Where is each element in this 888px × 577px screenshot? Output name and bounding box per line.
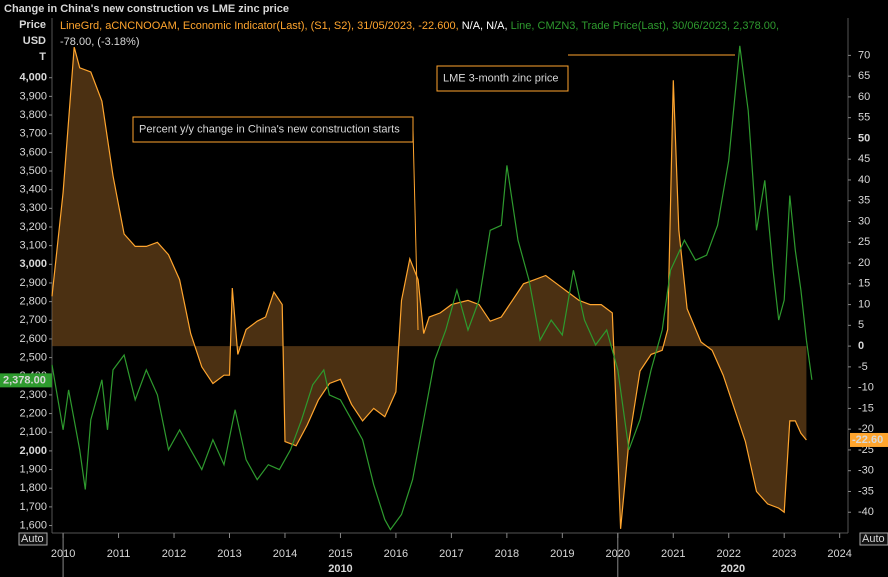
y-tick-label: 1,700 xyxy=(19,501,47,513)
y-tick-label: 2,100 xyxy=(19,426,47,438)
y-tick-label: 2,500 xyxy=(19,352,47,364)
y-tick-label: 2,300 xyxy=(19,389,47,401)
y-tick-label: 3,800 xyxy=(19,109,47,121)
y-tick-label: 3,600 xyxy=(19,146,47,158)
y2-tick-label: 60 xyxy=(858,91,870,103)
last-value-tag xyxy=(0,373,52,388)
y2-tick-label: -20 xyxy=(858,423,874,435)
y-tick-label: 2,000 xyxy=(19,445,47,457)
series-line xyxy=(51,46,807,529)
y2-tick-label: -30 xyxy=(858,465,874,477)
y-tick-label: 2,200 xyxy=(19,407,47,419)
auto-button[interactable] xyxy=(859,532,888,546)
series-area xyxy=(52,47,807,529)
auto-button-label[interactable]: Auto xyxy=(21,533,44,545)
y2-tick-label: 40 xyxy=(858,174,870,186)
y-tick-label: 2,800 xyxy=(19,296,47,308)
decade-label: 2020 xyxy=(721,563,745,575)
y2-tick-label: 35 xyxy=(858,195,870,207)
x-tick-label: 2011 xyxy=(107,548,131,560)
legend: LineGrd, aCNCNOOAM, Economic Indicator(L… xyxy=(60,20,779,32)
y2-tick-label: 10 xyxy=(858,298,870,310)
x-tick-label: 2016 xyxy=(384,548,408,560)
legend-extra: N/A, N/A, xyxy=(462,20,508,32)
decade-label: 2010 xyxy=(328,563,352,575)
y2-tick-label: 15 xyxy=(858,278,870,290)
last-value-label: -22.60 xyxy=(852,434,883,446)
series-line xyxy=(51,45,813,531)
y2-tick-label: -40 xyxy=(858,506,874,518)
chart-title: Change in China's new construction vs LM… xyxy=(4,3,289,15)
x-tick-label: 2013 xyxy=(217,548,241,560)
x-tick-label: 2012 xyxy=(162,548,186,560)
annotation: Percent y/y change in China's new constr… xyxy=(139,123,400,135)
y-axis-label: USD xyxy=(23,35,46,47)
x-tick-label: 2014 xyxy=(273,548,297,560)
annotation: LME 3-month zinc price xyxy=(443,72,559,84)
last-value-tag xyxy=(850,432,888,447)
y2-tick-label: -15 xyxy=(858,402,874,414)
y-tick-label: 1,900 xyxy=(19,463,47,475)
x-tick-label: 2015 xyxy=(328,548,352,560)
y2-tick-label: 25 xyxy=(858,236,870,248)
y-tick-label: 3,200 xyxy=(19,221,47,233)
x-tick-label: 2019 xyxy=(550,548,574,560)
last-value-label: 2,378.00 xyxy=(3,374,46,386)
x-tick-label: 2022 xyxy=(716,548,740,560)
y-axis-label: T xyxy=(39,51,46,63)
y-tick-label: 3,700 xyxy=(19,128,47,140)
y-tick-label: 1,800 xyxy=(19,482,47,494)
legend-entry: LineGrd, aCNCNOOAM, Economic Indicator(L… xyxy=(60,20,459,32)
x-tick-label: 2024 xyxy=(827,548,851,560)
legend-entry: Line, CMZN3, Trade Price(Last), 30/06/20… xyxy=(511,20,779,32)
change-label: -78.00, (-3.18%) xyxy=(60,36,139,48)
y2-tick-label: 45 xyxy=(858,153,870,165)
x-tick-label: 2023 xyxy=(772,548,796,560)
x-tick-label: 2017 xyxy=(439,548,463,560)
y2-tick-label: 30 xyxy=(858,215,870,227)
y-tick-label: 3,900 xyxy=(19,90,47,102)
y2-tick-label: 0 xyxy=(858,340,864,352)
y-tick-label: 2,900 xyxy=(19,277,47,289)
y-tick-label: 1,600 xyxy=(19,519,47,531)
y-tick-label: 3,500 xyxy=(19,165,47,177)
y-axis-label: Price xyxy=(19,19,46,31)
y-tick-label: 2,700 xyxy=(19,314,47,326)
y-tick-label: 2,600 xyxy=(19,333,47,345)
y-tick-label: 4,000 xyxy=(19,72,47,84)
y-tick-label: 3,400 xyxy=(19,184,47,196)
y2-tick-label: -5 xyxy=(858,361,868,373)
y-tick-label: 3,300 xyxy=(19,202,47,214)
y2-tick-label: -10 xyxy=(858,382,874,394)
annotation-box xyxy=(436,65,569,92)
auto-button[interactable] xyxy=(18,532,48,546)
y2-tick-label: 55 xyxy=(858,112,870,124)
annotation-box xyxy=(132,116,414,143)
auto-button-label[interactable]: Auto xyxy=(862,533,885,545)
y2-tick-label: -35 xyxy=(858,485,874,497)
x-tick-label: 2018 xyxy=(495,548,519,560)
x-tick-label: 2021 xyxy=(661,548,685,560)
y2-tick-label: 20 xyxy=(858,257,870,269)
y2-tick-label: 50 xyxy=(858,132,870,144)
annotation-pointer xyxy=(412,129,419,331)
y2-tick-label: 70 xyxy=(858,49,870,61)
y-tick-label: 3,000 xyxy=(19,258,47,270)
y2-tick-label: 5 xyxy=(858,319,864,331)
y2-tick-label: 65 xyxy=(858,70,870,82)
y-tick-label: 3,100 xyxy=(19,240,47,252)
